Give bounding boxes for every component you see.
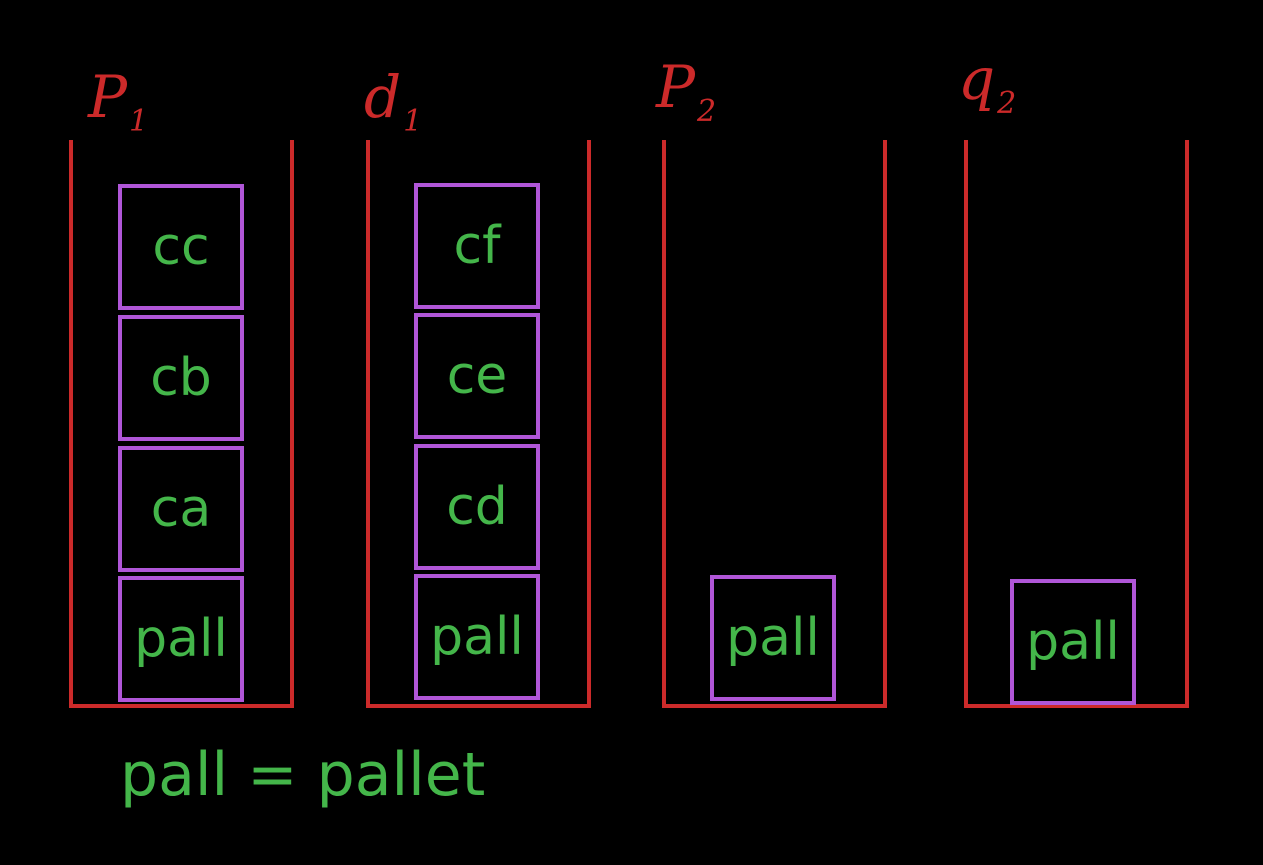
box-ca: ca bbox=[118, 446, 244, 572]
box-pall: pall bbox=[710, 575, 836, 701]
box-label: cf bbox=[453, 216, 501, 276]
box-pall: pall bbox=[1010, 579, 1136, 705]
box-pall: pall bbox=[118, 576, 244, 702]
box-label: cc bbox=[152, 217, 210, 277]
stack-p2: pall bbox=[662, 140, 887, 708]
box-label: cb bbox=[150, 348, 212, 408]
legend-note: pall = pallet bbox=[120, 740, 486, 810]
stack-title-q2: q2 bbox=[958, 45, 1017, 121]
stack-title-p2: P2 bbox=[656, 53, 717, 129]
stack-title-p1: P1 bbox=[88, 63, 149, 139]
box-label: pall bbox=[430, 607, 524, 667]
stack-d1: cf ce cd pall bbox=[366, 140, 591, 708]
box-label: pall bbox=[1026, 612, 1120, 672]
box-cb: cb bbox=[118, 315, 244, 441]
box-cf: cf bbox=[414, 183, 540, 309]
stack-title-d1: d1 bbox=[364, 63, 423, 139]
box-cc: cc bbox=[118, 184, 244, 310]
box-label: ce bbox=[446, 346, 508, 406]
box-label: ca bbox=[150, 479, 212, 539]
box-label: cd bbox=[446, 477, 508, 537]
box-label: pall bbox=[726, 608, 820, 668]
box-ce: ce bbox=[414, 313, 540, 439]
box-cd: cd bbox=[414, 444, 540, 570]
stack-q2: pall bbox=[964, 140, 1189, 708]
box-pall: pall bbox=[414, 574, 540, 700]
box-label: pall bbox=[134, 609, 228, 669]
stack-p1: cc cb ca pall bbox=[69, 140, 294, 708]
